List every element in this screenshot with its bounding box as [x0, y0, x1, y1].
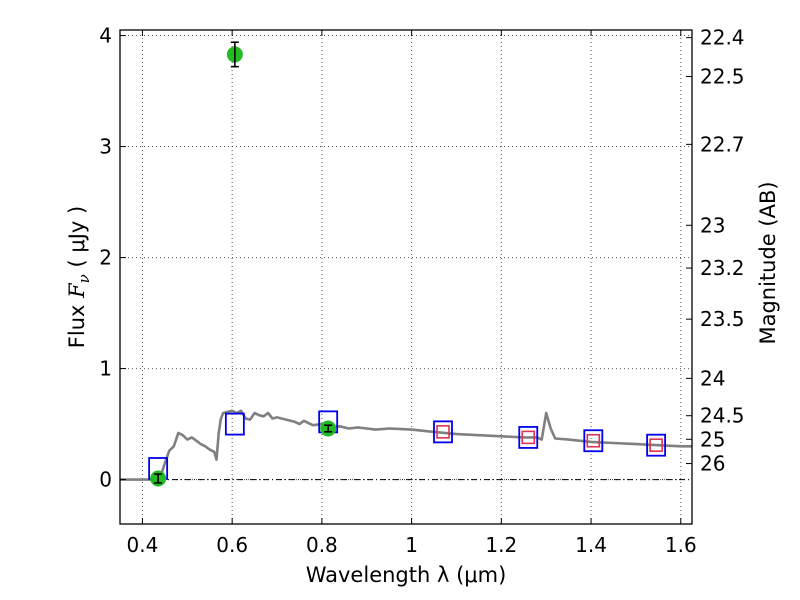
model-photometry-box	[583, 429, 604, 453]
mag-tick-label: 22.4	[700, 26, 745, 50]
x-tick-label: 0.8	[306, 533, 338, 557]
model-photometry-box	[646, 433, 667, 457]
mag-tick-label: 24	[700, 366, 725, 390]
y-tick-label: 3	[99, 135, 112, 159]
mag-tick-label: 23.2	[700, 256, 745, 280]
model-photometry-inner-box	[436, 425, 450, 439]
y-axis-title: Flux Fν ( μJy )	[65, 206, 93, 348]
x-tick-label: 1.2	[485, 533, 517, 557]
model-photometry-box	[518, 426, 539, 449]
x-tick-label: 1.6	[665, 533, 697, 557]
model-photometry-box	[433, 420, 453, 444]
sed-model-curve	[120, 409, 692, 481]
mag-tick-label: 24.5	[700, 404, 745, 428]
plot-frame	[119, 29, 693, 525]
x-tick-label: 1.4	[575, 533, 607, 557]
right-axis-title: Magnitude (AB)	[756, 181, 780, 344]
model-photometry-inner-box	[521, 430, 536, 445]
observed-photometry-layer	[150, 41, 337, 487]
model-photometry-layer	[148, 410, 667, 480]
axis-ticks	[120, 30, 692, 524]
mag-tick-label: 25	[700, 427, 725, 451]
mag-tick-label: 23	[700, 213, 725, 237]
model-photometry-box	[224, 412, 245, 436]
y-tick-label: 4	[99, 24, 112, 48]
grid-lines	[120, 30, 692, 524]
mag-tick-label: 26	[700, 452, 725, 476]
y-tick-label: 1	[99, 357, 112, 381]
y-tick-label: 2	[99, 246, 112, 270]
sed-model-curve-layer	[120, 409, 692, 481]
mag-tick-label: 22.5	[700, 65, 745, 89]
y-tick-label: 0	[99, 468, 112, 492]
model-photometry-inner-box	[586, 433, 601, 448]
x-tick-label: 0.4	[127, 533, 159, 557]
model-photometry-inner-box	[649, 438, 663, 452]
mag-tick-label: 22.7	[700, 132, 745, 156]
x-axis-title: Wavelength λ (μm)	[306, 563, 507, 587]
mag-tick-label: 23.5	[700, 307, 745, 331]
x-tick-label: 0.6	[216, 533, 248, 557]
x-tick-label: 1	[405, 533, 418, 557]
